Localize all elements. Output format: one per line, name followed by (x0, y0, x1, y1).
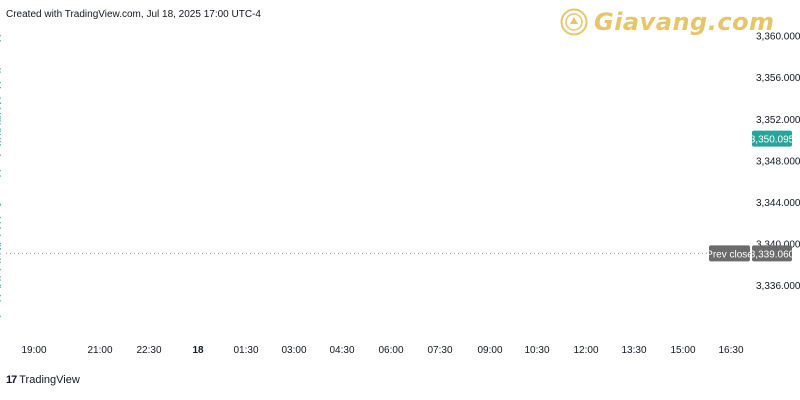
prev-close-value-label: 3,339.060 (750, 249, 795, 260)
y-tick-label: 3,352.000 (756, 115, 800, 126)
price-point (0, 40, 1, 42)
price-point (0, 234, 1, 237)
y-tick-label: 3,340.000 (756, 240, 800, 251)
price-point (0, 81, 1, 84)
price-point (0, 268, 1, 271)
price-point (0, 300, 1, 302)
created-text: Created with TradingView.com, Jul 18, 20… (6, 9, 261, 20)
last-price-label: 3,350.095 (750, 135, 795, 146)
price-point (0, 222, 1, 224)
last-price-badge (752, 130, 792, 147)
price-point (0, 175, 1, 177)
x-tick-label: 03:00 (281, 345, 306, 356)
price-point (0, 253, 1, 255)
price-point (0, 68, 1, 70)
y-tick-label: 3,344.000 (756, 198, 800, 209)
price-point (0, 112, 1, 115)
x-tick-label: 19:00 (21, 345, 46, 356)
x-tick-label: 09:00 (477, 345, 502, 356)
x-tick-label: 15:00 (670, 345, 695, 356)
price-point (0, 294, 1, 297)
x-tick-label: 04:30 (329, 345, 354, 356)
price-point (0, 286, 1, 289)
price-point (0, 120, 1, 122)
price-point (0, 137, 1, 140)
price-point (0, 248, 1, 250)
price-point (0, 244, 1, 247)
y-tick-label: 3,336.000 (756, 281, 800, 292)
tradingview-footer: 17 TradingView (6, 374, 80, 386)
giavang-watermark: Giavang.com (560, 8, 775, 36)
watermark-brand-text: Giavang.com (594, 8, 775, 36)
price-point (0, 133, 1, 136)
price-point (0, 276, 1, 278)
y-tick-label: 3,356.000 (756, 73, 800, 84)
price-point (0, 71, 1, 73)
x-tick-label: 18 (192, 345, 204, 356)
price-point (0, 203, 1, 205)
x-tick-label: 16:30 (718, 345, 743, 356)
price-point (0, 115, 1, 118)
price-point (0, 170, 1, 172)
price-point (0, 315, 1, 318)
prev-close-tag (709, 245, 750, 262)
price-point (0, 97, 1, 99)
price-point (0, 34, 1, 37)
price-point (0, 140, 1, 143)
price-point (0, 216, 1, 219)
price-point (0, 261, 1, 264)
x-tick-label: 06:00 (378, 345, 403, 356)
x-tick-label: 13:30 (621, 345, 646, 356)
chart-created-caption: Created with TradingView.com, Jul 18, 20… (6, 9, 261, 20)
price-point (0, 123, 1, 125)
price-point (0, 154, 1, 156)
gold-coin-logo-icon (560, 8, 588, 36)
x-tick-label: 01:30 (233, 345, 258, 356)
price-point (0, 118, 1, 120)
price-point (0, 258, 1, 260)
x-tick-label: 22:30 (136, 345, 161, 356)
price-point (0, 144, 1, 146)
tradingview-logo-icon: 17 (6, 374, 17, 386)
price-point (0, 227, 1, 229)
x-tick-label: 07:30 (427, 345, 452, 356)
prev-close-tag-label: Prev close (706, 249, 753, 260)
prev-close-badge (752, 245, 792, 262)
price-point (0, 102, 1, 104)
x-tick-label: 21:00 (87, 345, 112, 356)
price-point (0, 130, 1, 133)
price-point (0, 284, 1, 286)
price-point (0, 107, 1, 110)
x-tick-label: 10:30 (524, 345, 549, 356)
footer-brand-text: TradingView (19, 374, 80, 386)
y-tick-label: 3,348.000 (756, 156, 800, 167)
price-point (0, 279, 1, 281)
price-point (0, 86, 1, 89)
x-tick-label: 12:00 (573, 345, 598, 356)
y-tick-label: 3,360.000 (756, 32, 800, 43)
price-point (0, 242, 1, 245)
price-point (0, 128, 1, 130)
